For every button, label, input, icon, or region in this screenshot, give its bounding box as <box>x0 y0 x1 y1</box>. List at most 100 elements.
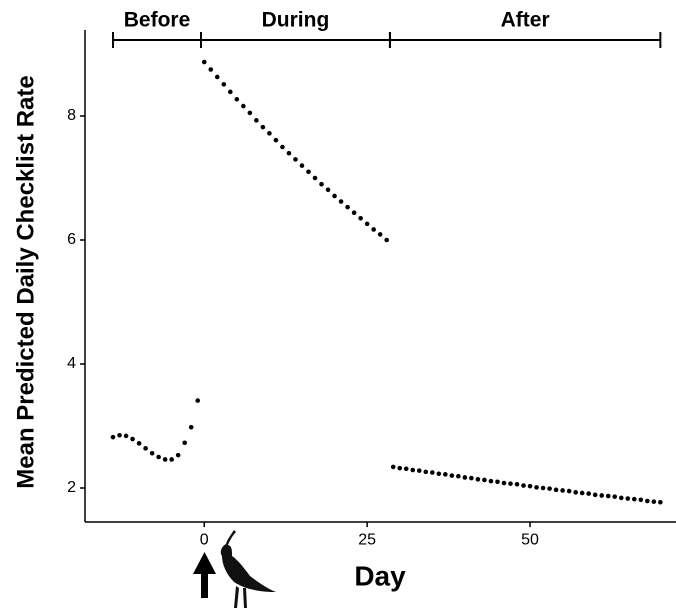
point <box>430 470 435 475</box>
point <box>286 150 292 156</box>
point <box>149 450 155 456</box>
point <box>573 490 578 495</box>
point <box>540 485 546 491</box>
point <box>175 452 181 458</box>
point <box>651 499 657 504</box>
point <box>332 193 337 199</box>
point <box>397 465 403 471</box>
point <box>130 436 135 442</box>
point <box>631 496 637 502</box>
point <box>612 494 618 499</box>
point <box>436 471 442 477</box>
point <box>182 440 187 446</box>
point <box>605 493 611 499</box>
point <box>364 221 370 227</box>
point <box>638 497 644 503</box>
point <box>247 110 253 116</box>
point <box>299 163 305 168</box>
point <box>547 486 552 491</box>
point <box>280 144 285 150</box>
point <box>553 487 559 493</box>
point <box>521 483 526 488</box>
point <box>156 454 161 460</box>
point <box>117 433 122 438</box>
point <box>514 481 520 487</box>
point <box>390 464 396 470</box>
point <box>228 89 233 95</box>
point <box>319 181 324 187</box>
point <box>345 204 350 210</box>
bird-icon <box>220 530 276 608</box>
y-tick-label: 2 <box>67 479 76 496</box>
period-label: During <box>262 9 330 32</box>
point <box>384 237 389 243</box>
point <box>234 96 240 102</box>
point <box>495 479 500 485</box>
point <box>143 446 148 451</box>
point <box>423 469 429 475</box>
point <box>358 216 363 221</box>
point <box>162 457 168 462</box>
y-tick-label: 8 <box>67 107 76 124</box>
point <box>188 424 194 430</box>
point <box>488 478 494 484</box>
point <box>658 499 663 505</box>
y-tick-label: 4 <box>67 355 76 372</box>
point <box>241 103 246 109</box>
y-axis-label: Mean Predicted Daily Checklist Rate <box>12 75 39 488</box>
point <box>592 492 598 498</box>
point <box>110 434 116 440</box>
x-tick-label: 0 <box>200 531 209 548</box>
point <box>273 137 279 143</box>
point <box>371 227 376 232</box>
point <box>403 466 409 472</box>
point <box>501 480 507 486</box>
period-label: After <box>501 9 550 32</box>
point <box>566 488 572 494</box>
point <box>527 483 533 489</box>
point <box>579 490 585 496</box>
point <box>469 475 474 481</box>
point <box>449 473 455 478</box>
point <box>254 118 259 123</box>
point <box>482 477 487 483</box>
point <box>416 468 422 473</box>
point <box>123 433 129 439</box>
point <box>260 124 266 130</box>
point <box>293 157 298 162</box>
x-axis-label: Day <box>354 560 406 591</box>
point <box>208 67 214 72</box>
point <box>306 169 311 175</box>
point <box>508 481 513 486</box>
point <box>201 59 207 65</box>
point <box>214 74 220 80</box>
point <box>443 472 448 477</box>
point <box>338 199 344 204</box>
point <box>221 82 227 87</box>
point <box>410 467 416 473</box>
point <box>475 477 481 482</box>
point <box>377 232 383 237</box>
x-tick-label: 25 <box>358 531 376 548</box>
point <box>456 473 461 479</box>
point <box>462 475 468 480</box>
point <box>195 398 201 403</box>
y-tick-label: 6 <box>67 231 76 248</box>
point <box>312 175 318 181</box>
point <box>351 210 357 216</box>
point <box>645 498 650 504</box>
point <box>625 496 631 501</box>
point <box>325 187 331 193</box>
point <box>534 485 539 490</box>
point <box>618 495 624 501</box>
period-label: Before <box>124 9 191 32</box>
arrow-icon <box>193 552 216 598</box>
point <box>267 131 272 136</box>
point <box>599 493 605 498</box>
x-tick-label: 50 <box>521 531 539 548</box>
point <box>169 457 174 462</box>
point <box>560 488 565 493</box>
point <box>586 491 591 496</box>
point <box>136 441 142 446</box>
